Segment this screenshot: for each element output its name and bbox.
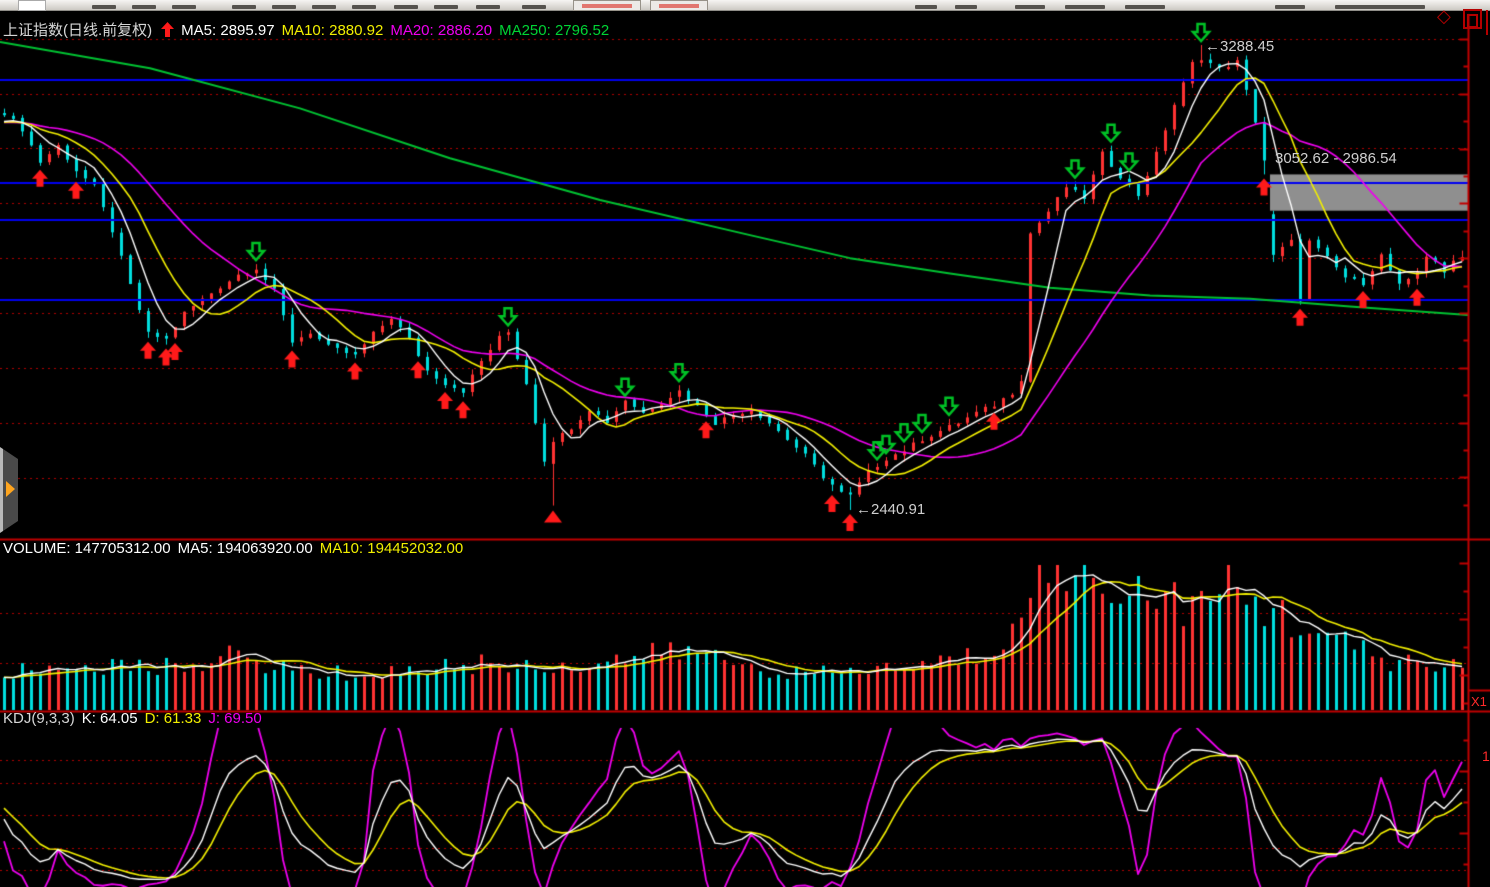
window-layout-icon[interactable] [1463, 9, 1482, 29]
ma20-value: MA20: 2886.20 [390, 22, 493, 39]
expand-arrow-icon [6, 481, 15, 497]
ma250-value: MA250: 2796.52 [499, 22, 610, 39]
low-price-annotation: ←2440.91 [856, 501, 926, 518]
volume-scale-label: X1 [1471, 694, 1487, 709]
up-arrow-icon [161, 22, 175, 41]
kdj-k-value: K: 64.05 [81, 710, 138, 727]
kdj-scale-label: 1 [1482, 748, 1490, 764]
diamond-icon[interactable]: ◇ [1437, 6, 1451, 26]
main-pane-header: 上证指数(日线.前复权) MA5: 2895.97 MA10: 2880.92 MA2… [3, 19, 616, 41]
kdj-pane-header: KDJ(9,3,3) K: 64.05 D: 61.33 J: 69.50 [3, 710, 269, 727]
peak-price-annotation: ←3288.45 [1205, 38, 1275, 55]
kdj-d-value: D: 61.33 [144, 710, 202, 727]
kdj-label: KDJ(9,3,3) [3, 710, 75, 727]
volume-ma5-value: MA5: 194063920.00 [177, 540, 313, 557]
gap-range-annotation: 3052.62 - 2986.54 [1275, 150, 1397, 167]
sidebar-expand-tab[interactable] [0, 447, 18, 533]
instrument-title: 上证指数(日线.前复权) [3, 22, 153, 39]
volume-value: VOLUME: 147705312.00 [3, 540, 171, 557]
ma5-value: MA5: 2895.97 [181, 22, 275, 39]
volume-pane-header: VOLUME: 147705312.00 MA5: 194063920.00 MA1… [3, 540, 470, 557]
volume-ma10-value: MA10: 194452032.00 [319, 540, 464, 557]
kdj-j-value: J: 69.50 [208, 710, 262, 727]
ma10-value: MA10: 2880.92 [281, 22, 384, 39]
window-layout-icon-tail [1486, 10, 1488, 35]
